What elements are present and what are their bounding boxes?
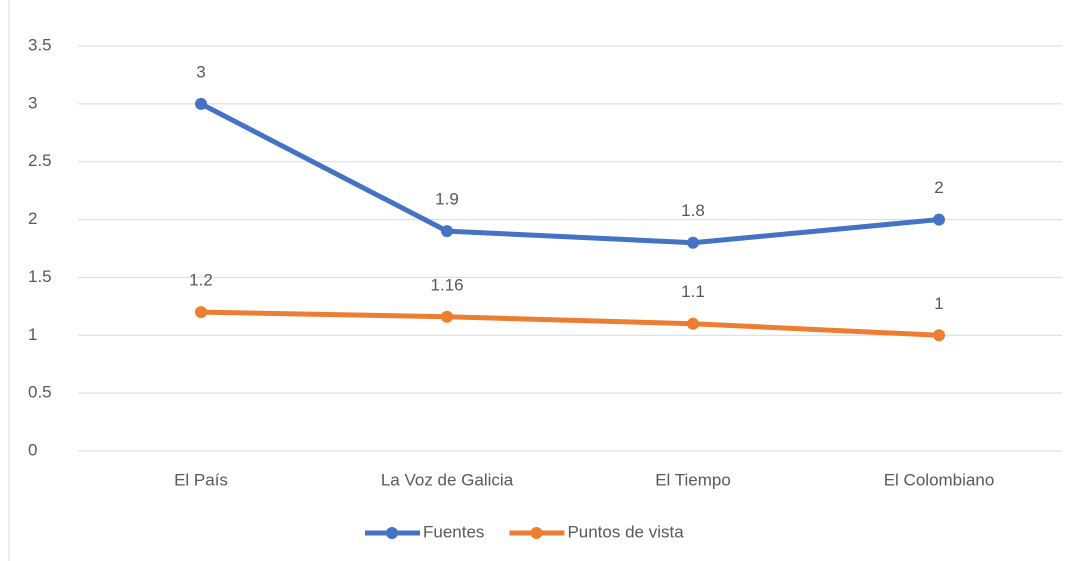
y-tick-label: 1 — [28, 325, 37, 344]
x-tick-label: El Colombiano — [884, 470, 995, 489]
y-tick-label: 1.5 — [28, 267, 52, 286]
data-point — [687, 236, 699, 249]
data-point — [933, 329, 945, 342]
x-tick-label: El País — [174, 470, 228, 489]
y-tick-label: 3 — [28, 93, 37, 112]
legend-marker — [530, 527, 543, 539]
y-tick-label: 0 — [28, 440, 37, 459]
data-label: 1 — [934, 294, 943, 313]
data-label: 1.1 — [681, 282, 705, 301]
legend-label: Fuentes — [423, 522, 484, 541]
y-tick-label: 2.5 — [28, 151, 52, 170]
x-tick-label: La Voz de Galicia — [381, 470, 514, 489]
data-label: 3 — [196, 62, 205, 81]
data-point — [441, 225, 453, 238]
data-point — [441, 310, 453, 323]
y-tick-label: 2 — [28, 209, 37, 228]
data-point — [933, 213, 945, 226]
data-point — [687, 317, 699, 330]
y-tick-label: 0.5 — [28, 383, 52, 402]
data-label: 1.16 — [430, 275, 463, 294]
legend-marker — [386, 527, 398, 539]
data-point — [195, 97, 207, 110]
series-line — [199, 101, 940, 246]
y-tick-label: 3.5 — [28, 35, 52, 54]
x-tick-label: El Tiempo — [655, 470, 731, 489]
data-label: 1.9 — [435, 190, 459, 209]
legend-label: Puntos de vista — [567, 522, 684, 541]
data-label: 2 — [934, 178, 943, 197]
data-point — [195, 306, 207, 319]
series-line — [200, 309, 940, 338]
data-label: 1.8 — [681, 201, 705, 220]
data-label: 1.2 — [189, 271, 213, 290]
